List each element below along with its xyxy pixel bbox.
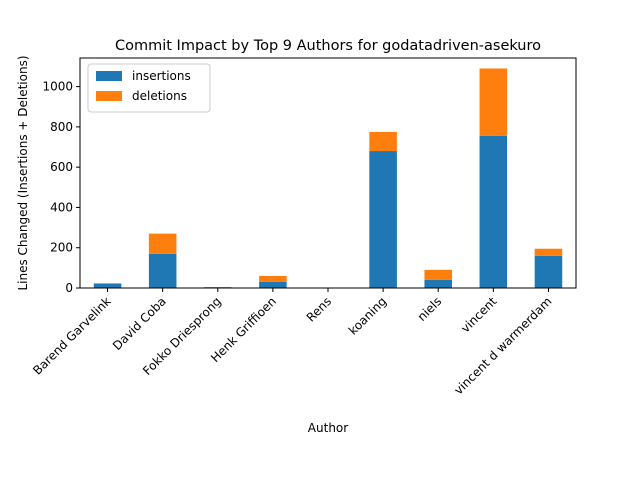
y-tick-label-3: 600 [50, 160, 73, 174]
bar-deletions-6 [424, 269, 452, 280]
bar-deletions-8 [534, 248, 563, 256]
legend: insertions deletions [87, 63, 211, 113]
bar-deletions-7 [479, 68, 508, 136]
y-tick-label-1: 200 [50, 241, 73, 255]
y-axis: 0 200 400 600 800 1000 [42, 80, 80, 295]
bar-insertions-3 [259, 281, 287, 288]
x-tick-label-0: Barend Garvelink [30, 294, 113, 377]
bar-insertions-0 [93, 283, 122, 288]
x-axis-label: Author [308, 421, 348, 435]
x-tick-label-8: vincent d warmerdam [451, 294, 554, 397]
bar-deletions-2 [204, 286, 232, 288]
x-tick-label-1: David Coba [110, 294, 169, 353]
bar-deletions-3 [259, 275, 287, 282]
x-tick-label-5: koaning [346, 294, 389, 337]
bar-deletions-0 [93, 283, 122, 284]
bar-insertions-5 [369, 151, 397, 288]
bar-deletions-1 [148, 233, 177, 254]
x-tick-label-7: vincent [458, 294, 499, 335]
bar-insertions-7 [479, 135, 508, 288]
x-tick-label-6: niels [415, 294, 445, 324]
legend-label-insertions: insertions [132, 69, 191, 83]
legend-label-deletions: deletions [132, 89, 187, 103]
y-axis-label: Lines Changed (Insertions + Deletions) [16, 55, 30, 290]
legend-swatch-deletions [96, 91, 122, 101]
y-tick-label-5: 1000 [42, 80, 73, 94]
y-tick-label-0: 0 [65, 281, 73, 295]
chart-title: Commit Impact by Top 9 Authors for godat… [115, 38, 541, 54]
bar-insertions-1 [148, 253, 177, 288]
bar-deletions-5 [369, 131, 397, 152]
legend-swatch-insertions [96, 71, 122, 81]
y-tick-label-4: 800 [50, 120, 73, 134]
bar-insertions-8 [534, 255, 563, 288]
y-tick-label-2: 400 [50, 200, 73, 214]
x-tick-label-4: Rens [304, 294, 334, 324]
bar-insertions-6 [424, 279, 452, 288]
bars-group [93, 68, 563, 288]
